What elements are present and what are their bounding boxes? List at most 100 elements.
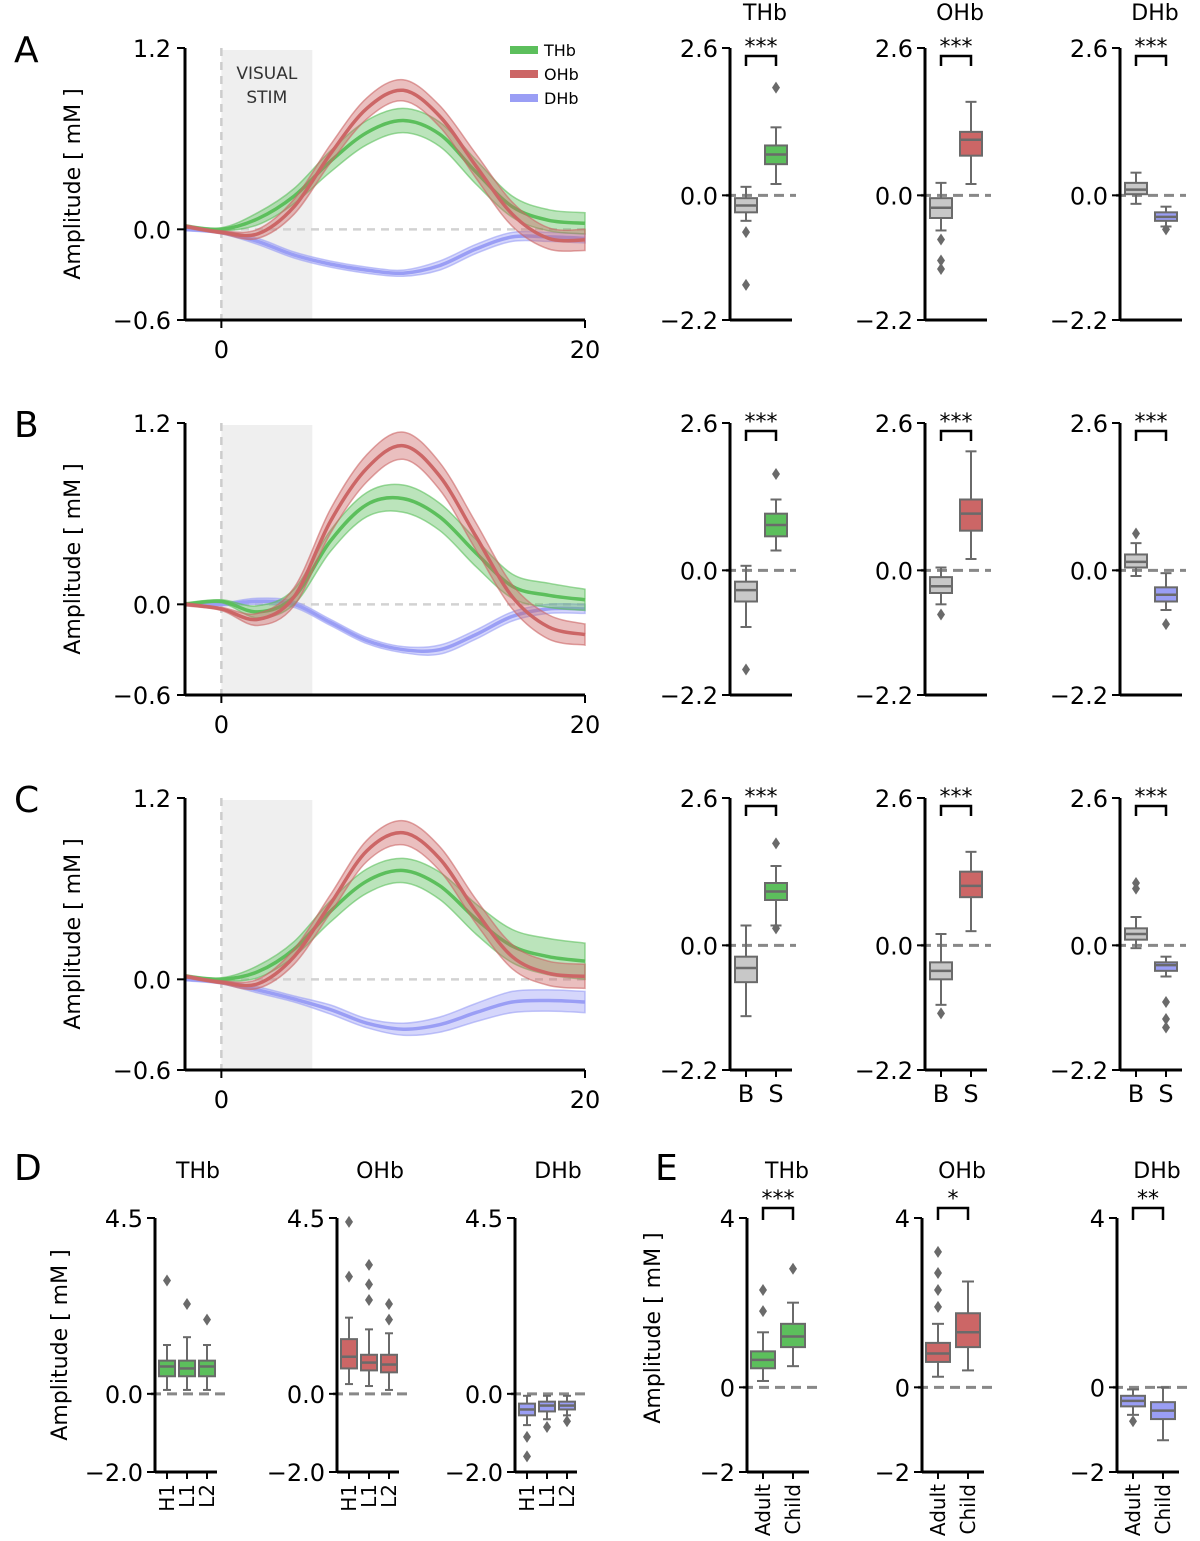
panel-letter-e: E	[655, 1148, 678, 1189]
x-category-label: L1	[357, 1484, 381, 1508]
y-axis-label: Amplitude [ mM ]	[641, 1232, 666, 1423]
box-title-ohb: OHb	[936, 1, 984, 26]
y-tick-label: −2.0	[445, 1459, 503, 1487]
y-tick-label: −0.6	[113, 682, 171, 710]
box-thb-l2-outlier	[203, 1313, 211, 1326]
box-ohb-h1-outlier	[345, 1270, 353, 1283]
box-thb-h1-outlier	[163, 1274, 171, 1287]
box-dhb-s-outlier	[1162, 1021, 1170, 1034]
y-tick-label: −2.2	[660, 307, 718, 335]
y-tick-label: −2.2	[855, 682, 913, 710]
x-category-label: B	[933, 1080, 949, 1108]
box-dhb-s-outlier	[1162, 223, 1170, 236]
series-line-thb	[184, 118, 586, 232]
x-category-label: L2	[555, 1484, 579, 1508]
box-title-thb: THb	[764, 1159, 809, 1184]
y-tick-label: 0.0	[680, 932, 718, 960]
y-tick-label: −0.6	[113, 1057, 171, 1085]
stim-label-line2: STIM	[246, 88, 287, 108]
y-tick-label: 2.6	[875, 410, 913, 438]
box-ohb-l1-outlier	[365, 1278, 373, 1291]
x-category-label: H1	[155, 1484, 179, 1512]
significance-label: ***	[1135, 785, 1168, 810]
significance-label: ***	[1135, 35, 1168, 60]
y-tick-label: 2.6	[875, 35, 913, 63]
box-ohb-adult-outlier	[934, 1267, 942, 1280]
box-dhb-b-outlier	[1132, 877, 1140, 889]
stim-label-line1: VISUAL	[236, 64, 298, 84]
y-tick-label: 0.0	[680, 557, 718, 585]
y-tick-label: −2.2	[660, 682, 718, 710]
box-dhb-b-outlier	[1132, 527, 1140, 540]
y-tick-label: −0.6	[113, 307, 171, 335]
significance-bracket	[1131, 1206, 1165, 1220]
box-dhb-l2-outlier	[563, 1415, 571, 1428]
box-thb-b-body	[734, 580, 758, 603]
y-tick-label: 0.0	[875, 557, 913, 585]
y-tick-label: 0	[1090, 1374, 1105, 1402]
box-title-dhb: DHb	[1131, 1, 1178, 26]
box-dhb-s-outlier	[1162, 1013, 1170, 1025]
box-dhb-s-outlier	[1162, 618, 1170, 631]
series-line-dhb	[184, 599, 586, 653]
box-dhb-s-body	[1154, 961, 1178, 972]
y-tick-label: 1.2	[133, 785, 171, 813]
box-thb-b-body	[734, 955, 758, 984]
significance-bracket	[1134, 429, 1168, 441]
box-ohb-l1-outlier	[365, 1258, 373, 1271]
y-tick-label: −2.2	[855, 1057, 913, 1085]
y-tick-label: 0.0	[133, 216, 171, 244]
box-thb-s-outlier	[772, 837, 780, 850]
box-ohb-l2-outlier	[385, 1297, 393, 1310]
series-line-dhb	[184, 227, 586, 276]
y-tick-label: −2.0	[85, 1459, 143, 1487]
x-category-label: Adult	[926, 1484, 950, 1536]
x-tick-label: 20	[570, 711, 601, 739]
series-line-ohb	[184, 88, 586, 243]
y-tick-label: 1.2	[133, 410, 171, 438]
x-category-label: S	[768, 1080, 783, 1108]
y-tick-label: −2.2	[1050, 1057, 1108, 1085]
box-thb-b-outlier	[742, 663, 750, 676]
series-line-ohb	[184, 830, 586, 988]
box-dhb-s-outlier	[1162, 996, 1170, 1008]
x-tick-label: 20	[570, 1086, 601, 1114]
y-tick-label: 0.0	[680, 182, 718, 210]
significance-bracket	[939, 804, 973, 816]
significance-bracket	[1134, 804, 1168, 816]
box-title-thb: THb	[742, 1, 787, 26]
box-ohb-l2-outlier	[385, 1313, 393, 1326]
box-thb-h1-body	[158, 1359, 176, 1378]
y-tick-label: 0.0	[1070, 182, 1108, 210]
significance-bracket	[761, 1206, 795, 1220]
y-tick-label: 0.0	[1070, 932, 1108, 960]
y-tick-label: 0.0	[875, 932, 913, 960]
box-ohb-b-outlier	[937, 254, 945, 267]
x-category-label: H1	[515, 1484, 539, 1512]
box-ohb-h1-body	[340, 1338, 358, 1370]
x-category-label: L1	[535, 1484, 559, 1508]
box-thb-s-outlier	[772, 922, 780, 935]
significance-label: *	[948, 1187, 959, 1212]
y-tick-label: 2.6	[875, 785, 913, 813]
significance-label: ***	[745, 35, 778, 60]
y-tick-label: 2.6	[1070, 410, 1108, 438]
y-tick-label: 0.0	[875, 182, 913, 210]
box-title-ohb: OHb	[356, 1159, 404, 1184]
box-ohb-b-outlier	[937, 608, 945, 621]
y-tick-label: 0.0	[133, 591, 171, 619]
y-tick-label: −2	[875, 1459, 910, 1487]
y-tick-label: 0.0	[105, 1381, 143, 1409]
box-ohb-child-body	[955, 1312, 981, 1349]
panel-letter-b: B	[14, 405, 39, 446]
box-ohb-b-outlier	[937, 233, 945, 246]
box-thb-s-outlier	[772, 81, 780, 94]
box-ohb-l1-outlier	[365, 1294, 373, 1307]
box-ohb-h1-outlier	[345, 1215, 353, 1228]
x-category-label: Adult	[751, 1484, 775, 1536]
y-tick-label: 2.6	[1070, 785, 1108, 813]
significance-bracket	[744, 429, 778, 441]
box-ohb-adult-outlier	[934, 1300, 942, 1313]
box-ohb-s-body	[959, 870, 983, 899]
